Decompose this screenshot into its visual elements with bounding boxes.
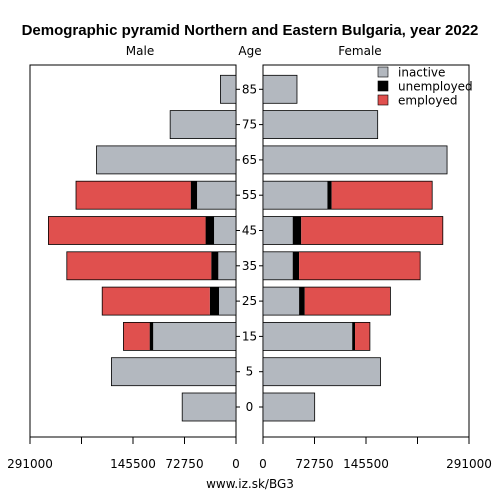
- male-bar-employed-55: [76, 181, 191, 210]
- age-labels-group: 0 5 15 25 35 45 55 65 75 85: [236, 82, 263, 414]
- male-bar-unemployed-45: [205, 216, 215, 245]
- female-bar-inactive-45: [263, 216, 293, 245]
- female-bar-unemployed-45: [292, 216, 302, 245]
- age-label-35: 35: [242, 259, 257, 273]
- age-label-45: 45: [242, 224, 257, 238]
- female-bar-employed-45: [301, 216, 443, 245]
- male-bar-inactive-15: [153, 322, 236, 351]
- female-bar-unemployed-35: [292, 251, 300, 280]
- female-bar-inactive-85: [263, 75, 297, 104]
- male-bar-unemployed-15: [149, 322, 154, 351]
- age-label-25: 25: [242, 294, 257, 308]
- male-axis-tick-label-2: 72750: [165, 457, 203, 471]
- female-axis-tick-label-0: 0: [259, 457, 267, 471]
- age-label-15: 15: [242, 329, 257, 343]
- chart-title: Demographic pyramid Northern and Eastern…: [22, 22, 479, 39]
- male-axis-tick-label-0: 291000: [7, 457, 53, 471]
- female-bar-employed-35: [299, 251, 421, 280]
- male-bar-employed-25: [102, 287, 210, 316]
- male-bar-inactive-85: [220, 75, 236, 104]
- male-bar-inactive-5: [111, 357, 236, 386]
- female-bar-inactive-0: [263, 393, 315, 421]
- female-bar-inactive-5: [263, 357, 381, 386]
- female-bar-inactive-55: [263, 181, 328, 210]
- female-label: Female: [338, 44, 381, 58]
- age-label: Age: [238, 44, 261, 58]
- male-bar-employed-45: [48, 216, 206, 245]
- male-bar-inactive-0: [182, 393, 236, 421]
- age-label-0: 0: [246, 400, 254, 414]
- male-bar-unemployed-25: [209, 287, 220, 316]
- female-bar-employed-55: [331, 181, 433, 210]
- age-label-55: 55: [242, 188, 257, 202]
- male-axis-tick-label-3: 0: [232, 457, 240, 471]
- male-axis-tick-label-1: 145500: [110, 457, 156, 471]
- female-axis-tick-label-1: 72750: [295, 457, 333, 471]
- legend-label-inactive: inactive: [398, 66, 445, 80]
- age-label-85: 85: [242, 82, 257, 96]
- male-label: Male: [126, 44, 154, 58]
- male-bar-unemployed-55: [190, 181, 198, 210]
- female-bar-inactive-35: [263, 251, 293, 280]
- male-bar-employed-35: [66, 251, 212, 280]
- male-bar-employed-15: [123, 322, 150, 351]
- female-bar-unemployed-55: [327, 181, 332, 210]
- male-bar-inactive-65: [96, 145, 236, 174]
- legend-label-employed: employed: [398, 94, 457, 108]
- male-bar-inactive-55: [197, 181, 236, 210]
- legend-label-unemployed: unemployed: [398, 80, 473, 94]
- female-bar-inactive-15: [263, 322, 353, 351]
- male-bar-inactive-35: [218, 251, 236, 280]
- female-bar-inactive-65: [263, 145, 448, 174]
- footer-source: www.iz.sk/BG3: [206, 477, 294, 491]
- age-label-5: 5: [246, 365, 254, 379]
- female-axis-tick-label-3: 291000: [446, 457, 492, 471]
- female-bar-unemployed-15: [352, 322, 356, 351]
- female-bar-employed-25: [304, 287, 391, 316]
- age-label-65: 65: [242, 153, 257, 167]
- female-bar-unemployed-25: [299, 287, 305, 316]
- bars-group: [48, 74, 448, 422]
- legend-swatch-unemployed: [377, 80, 389, 92]
- male-bar-inactive-75: [170, 110, 236, 139]
- male-bar-inactive-45: [214, 216, 236, 245]
- female-bar-employed-15: [355, 322, 370, 351]
- female-bar-inactive-25: [263, 287, 300, 316]
- male-bar-unemployed-35: [211, 251, 219, 280]
- legend-swatch-employed: [377, 94, 389, 106]
- female-axis-tick-label-2: 145500: [343, 457, 389, 471]
- axis-ticks-group: 291000 145500 72750 0 0 72750 145500 291000: [7, 437, 492, 471]
- male-bar-inactive-25: [219, 287, 236, 316]
- age-label-75: 75: [242, 118, 257, 132]
- female-bar-inactive-75: [263, 110, 378, 139]
- legend-swatch-inactive: [377, 66, 389, 78]
